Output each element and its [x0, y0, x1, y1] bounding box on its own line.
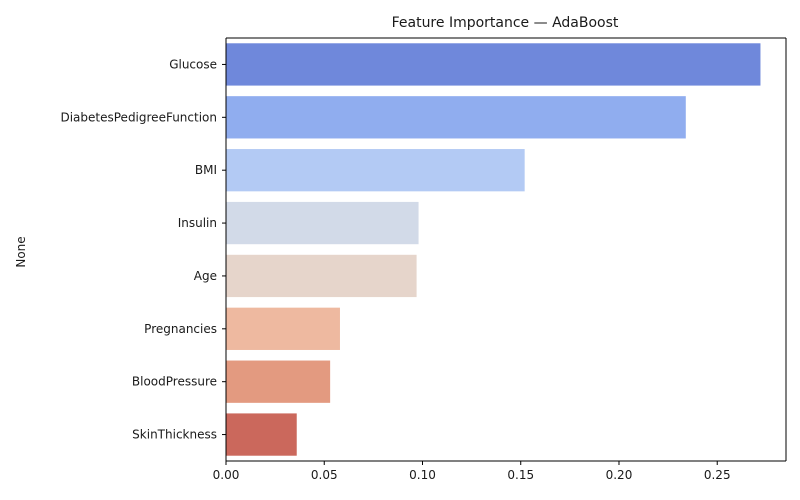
bar-Glucose [226, 43, 761, 86]
bar-Age [226, 254, 417, 298]
bar-SkinThickness [226, 413, 297, 456]
bar-DiabetesPedigreeFunction [226, 96, 686, 139]
bars-group [226, 43, 761, 456]
x-tick-label: 0.20 [606, 468, 633, 482]
chart-title: Feature Importance — AdaBoost [392, 15, 619, 31]
y-tick-label: DiabetesPedigreeFunction [60, 110, 217, 124]
y-tick-label: Glucose [169, 57, 217, 71]
y-tick-label: SkinThickness [132, 428, 217, 442]
x-ticks-group: 0.00 0.05 0.10 0.15 0.20 0.25 [213, 461, 731, 482]
x-tick-label: 0.15 [507, 468, 534, 482]
y-ticks-group: Glucose DiabetesPedigreeFunction BMI Insuli… [60, 57, 226, 442]
y-tick-label: BMI [195, 163, 217, 177]
y-axis-label: None [14, 236, 28, 267]
x-tick-label: 0.00 [213, 468, 240, 482]
bar-BMI [226, 149, 525, 192]
x-tick-label: 0.05 [311, 468, 338, 482]
y-tick-label: Age [194, 269, 217, 283]
y-tick-label: BloodPressure [132, 375, 217, 389]
y-tick-label: Pregnancies [144, 322, 217, 336]
x-tick-label: 0.25 [704, 468, 731, 482]
bar-BloodPressure [226, 360, 331, 403]
x-tick-label: 0.10 [409, 468, 436, 482]
bar-Pregnancies [226, 307, 340, 350]
y-tick-label: Insulin [178, 216, 217, 230]
bar-Insulin [226, 201, 419, 245]
